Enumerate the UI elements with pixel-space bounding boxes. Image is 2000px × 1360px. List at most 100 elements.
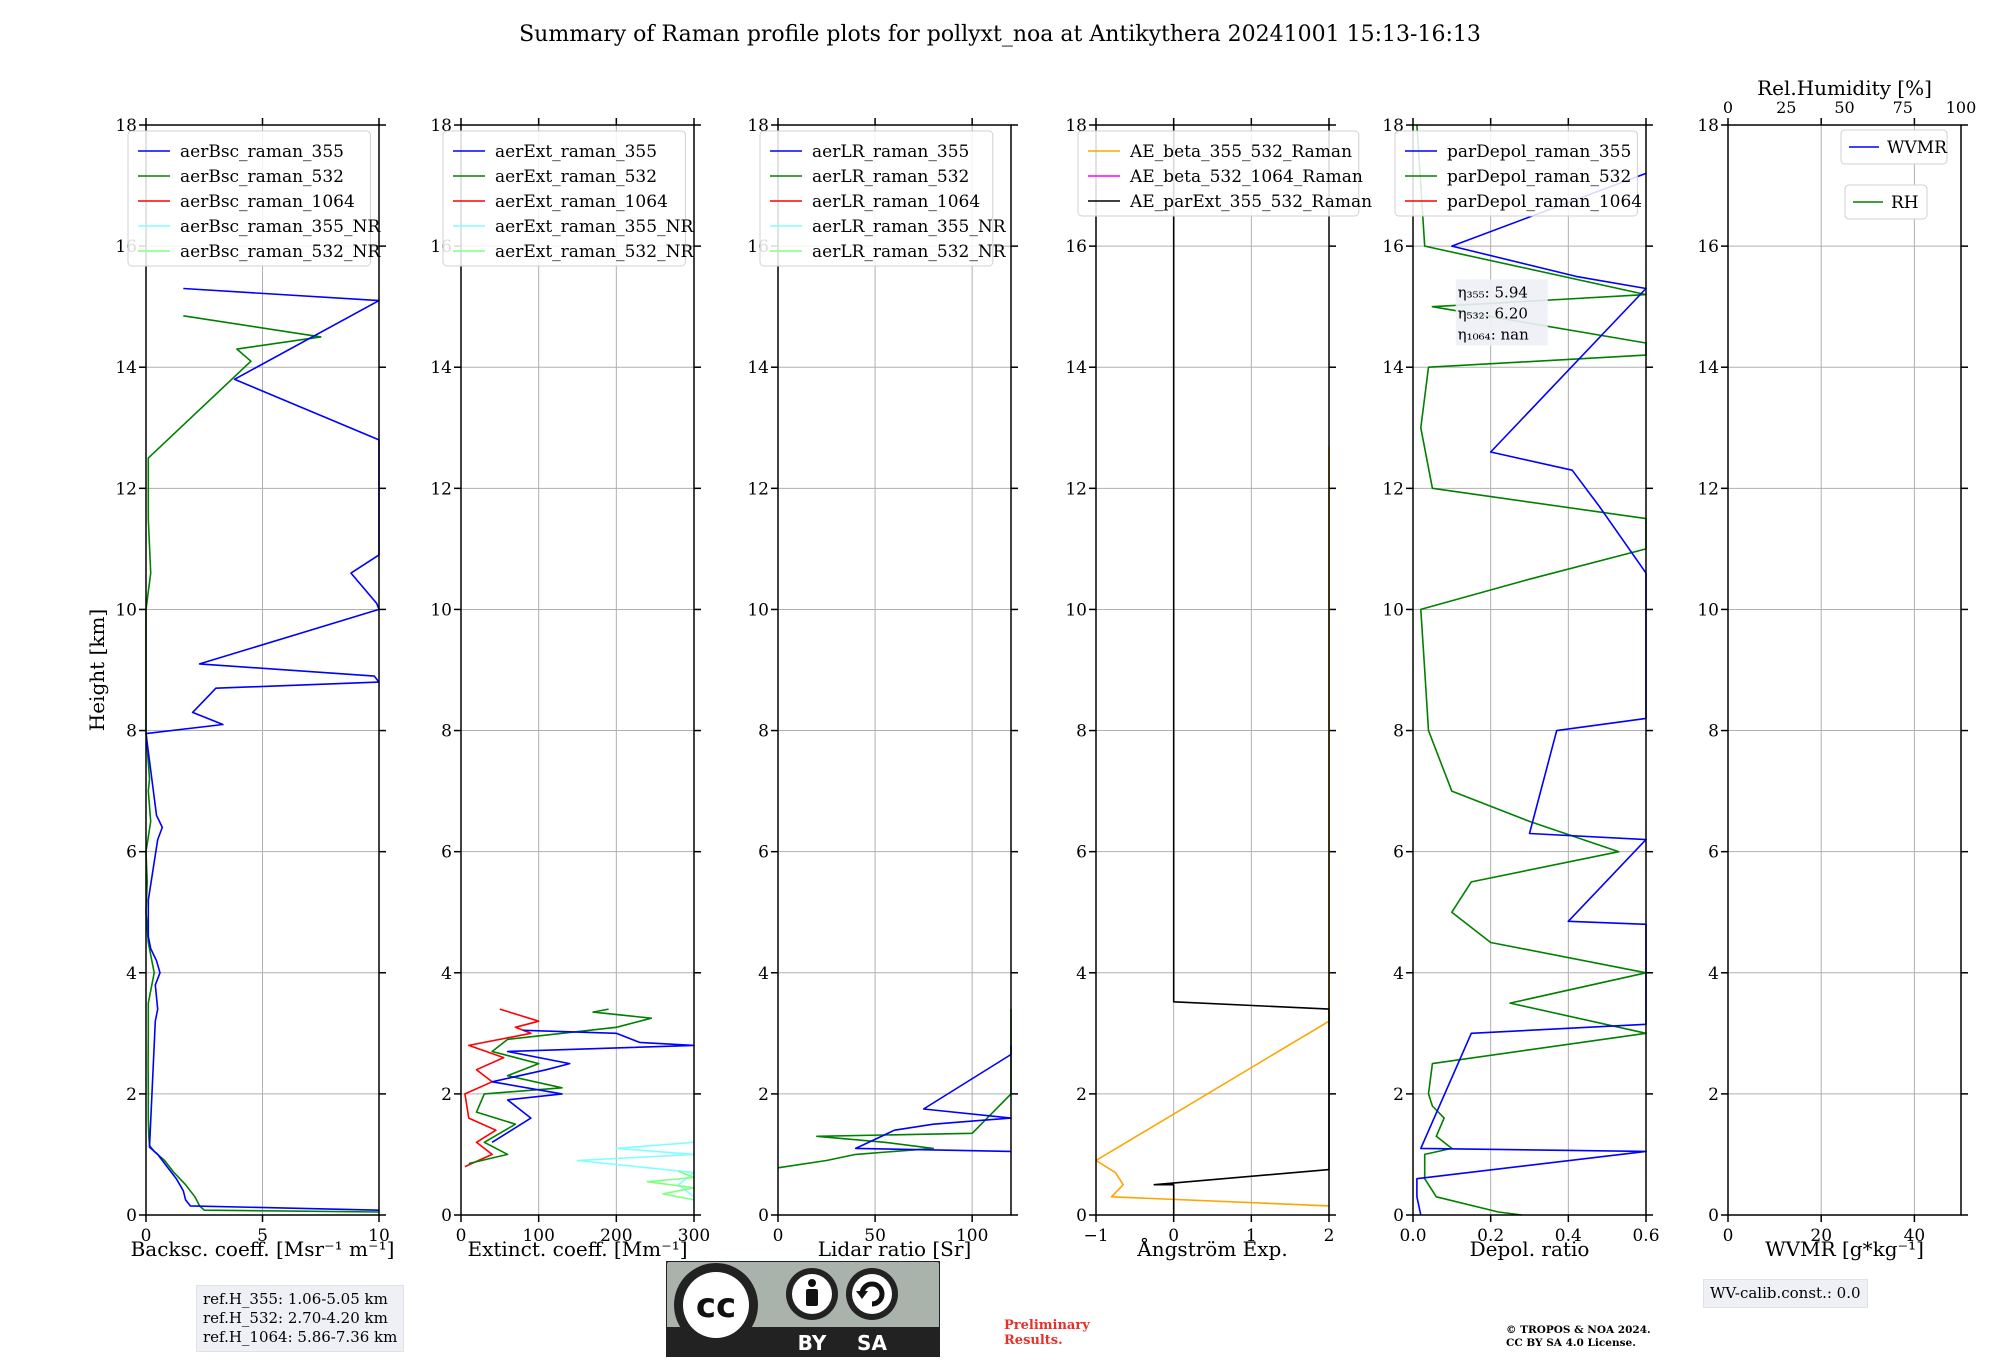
y-tick-label: 2: [126, 1085, 137, 1105]
legend-frame: [127, 130, 371, 267]
y-tick-label: 8: [126, 722, 137, 742]
series-aerExt_raman_355: [491, 1029, 695, 1143]
legend-label: aerLR_raman_355: [812, 142, 969, 162]
y-tick-label: 6: [1076, 843, 1087, 863]
y-tick-label: 8: [758, 722, 769, 742]
y-tick-label: 4: [1708, 964, 1719, 984]
legend-label: aerBsc_raman_355_NR: [180, 217, 381, 237]
y-tick-label: 14: [747, 358, 769, 378]
ref-height-1064: ref.H_1064: 5.86-7.36 km: [203, 1328, 398, 1346]
preliminary-line-1: Preliminary: [1004, 1318, 1090, 1333]
y-tick-label: 14: [1697, 358, 1719, 378]
x-tick-label: 300: [678, 1226, 710, 1246]
copyright-note: © TROPOS & NOA 2024. CC BY SA 4.0 Licens…: [1506, 1324, 1651, 1350]
series-AE_beta_355_532_Raman: [1095, 445, 1330, 1207]
y-tick-label: 10: [115, 600, 137, 620]
y-tick-label: 4: [126, 964, 137, 984]
y-tick-label: 6: [1708, 843, 1719, 863]
top-x-tick-label: 75: [1893, 98, 1913, 117]
top-x-tick-label: 0: [1723, 98, 1733, 117]
legend-box: RH: [1844, 184, 1928, 220]
x-tick-label: 50: [864, 1226, 886, 1246]
legend-frame: [1840, 129, 1948, 165]
legend-box: AE_beta_355_532_Raman AE_beta_532_1064_Ra…: [1077, 130, 1372, 217]
wv-calib-box: WV-calib.const.: 0.0: [1703, 1279, 1868, 1308]
x-tick-label: 100: [956, 1226, 988, 1246]
wv-calib-text: WV-calib.const.: 0.0: [1710, 1284, 1861, 1302]
x-tick-label: 0.4: [1555, 1226, 1582, 1246]
legend-frame: [442, 130, 686, 267]
x-axis-label: Lidar ratio [Sr]: [818, 1237, 972, 1261]
x-tick-label: 0: [773, 1226, 784, 1246]
legend-label: aerExt_raman_532: [495, 167, 657, 187]
series-aerBsc_raman_532: [145, 315, 380, 1213]
top-x-tick-label: 100: [1946, 98, 1977, 117]
x-tick-label: 10: [368, 1226, 390, 1246]
copyright-line-1: © TROPOS & NOA 2024.: [1506, 1324, 1651, 1336]
copyright-line-2: CC BY SA 4.0 License.: [1506, 1337, 1636, 1349]
y-tick-label: 0: [126, 1206, 137, 1226]
axes-frame: [1727, 124, 1962, 1216]
axes-frame: [777, 124, 1012, 1216]
x-tick-label: 1: [1246, 1226, 1257, 1246]
eta-annotation-text: η₃₅₅: 5.94: [1458, 283, 1528, 301]
axes-frame: [1095, 124, 1330, 1216]
y-tick-label: 12: [430, 479, 452, 499]
legend-label: aerBsc_raman_532_NR: [180, 242, 381, 262]
eta-annotation-text: η₁₀₆₄: nan: [1458, 325, 1529, 343]
legend-frame: [1394, 130, 1638, 217]
legend-box: aerExt_raman_355 aerExt_raman_532 aerExt_r…: [442, 130, 694, 267]
x-axis-label: Backsc. coeff. [Msr⁻¹ m⁻¹]: [131, 1237, 395, 1261]
y-tick-label: 0: [758, 1206, 769, 1226]
legend-label: WVMR: [1887, 138, 1948, 158]
sa-text: SA: [857, 1331, 887, 1355]
ref-height-532: ref.H_532: 2.70-4.20 km: [203, 1309, 388, 1327]
x-tick-label: 200: [600, 1226, 632, 1246]
ref-height-355: ref.H_355: 1.06-5.05 km: [203, 1290, 388, 1308]
axes-frame: [1412, 124, 1647, 1216]
y-tick-label: 4: [1076, 964, 1087, 984]
y-tick-label: 6: [1393, 843, 1404, 863]
legend-label: aerBsc_raman_1064: [180, 192, 355, 212]
y-tick-label: 0: [1708, 1206, 1719, 1226]
series-aerExt_raman_1064: [464, 1008, 540, 1168]
preliminary-note: Preliminary Results.: [1004, 1318, 1090, 1348]
y-tick-label: 4: [441, 964, 452, 984]
y-tick-label: 8: [1393, 722, 1404, 742]
cc-license-badge: cc BY SA: [666, 1261, 940, 1357]
legend-label: parDepol_raman_532: [1447, 167, 1631, 187]
legend-label: AE_beta_355_532_Raman: [1129, 142, 1352, 162]
y-tick-label: 6: [441, 843, 452, 863]
eta-annotation-box: η₃₅₅: 5.94 η₅₃₂: 6.20 η₁₀₆₄: nan: [1455, 279, 1548, 346]
x-tick-label: 0.0: [1399, 1226, 1426, 1246]
preliminary-line-2: Results.: [1004, 1333, 1063, 1348]
x-tick-label: −1: [1083, 1226, 1108, 1246]
x-tick-label: 20: [1810, 1226, 1832, 1246]
y-tick-label: 16: [1697, 237, 1719, 257]
y-axis-label: Height [km]: [85, 609, 109, 731]
y-tick-label: 12: [1697, 479, 1719, 499]
y-tick-label: 14: [1382, 358, 1404, 378]
y-tick-label: 0: [1393, 1206, 1404, 1226]
y-tick-label: 8: [1708, 722, 1719, 742]
series-aerLR_raman_355: [854, 1045, 1012, 1153]
x-tick-label: 0: [141, 1226, 152, 1246]
legend-label: AE_parExt_355_532_Raman: [1129, 192, 1372, 212]
legend-box: aerBsc_raman_355 aerBsc_raman_532 aerBsc_r…: [127, 130, 381, 267]
y-tick-label: 12: [747, 479, 769, 499]
y-tick-label: 16: [1382, 237, 1404, 257]
legend-frame: [1844, 184, 1928, 220]
top-x-tick-label: 25: [1776, 98, 1796, 117]
legend-label: aerExt_raman_355: [495, 142, 657, 162]
x-axis-label: Depol. ratio: [1470, 1237, 1590, 1261]
legend-label: AE_beta_532_1064_Raman: [1129, 167, 1363, 187]
y-tick-label: 4: [1393, 964, 1404, 984]
legend-label: aerExt_raman_532_NR: [495, 242, 694, 262]
legend-label: aerExt_raman_355_NR: [495, 217, 694, 237]
eta-annotation-text: η₅₃₂: 6.20: [1458, 304, 1528, 322]
y-tick-label: 18: [1697, 116, 1719, 136]
legend-box: WVMR: [1840, 129, 1948, 165]
legend-box: parDepol_raman_355 parDepol_raman_532 parD…: [1394, 130, 1642, 217]
